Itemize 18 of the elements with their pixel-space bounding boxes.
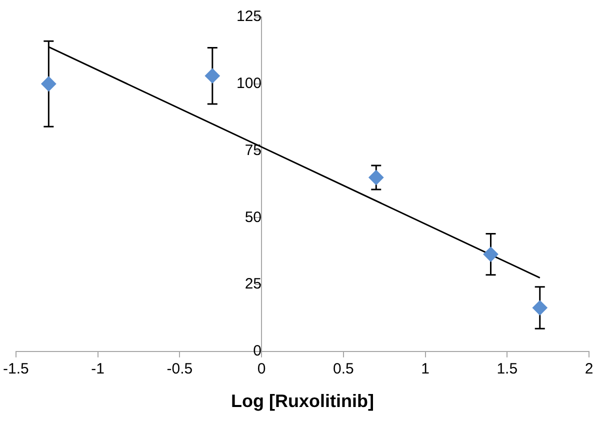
x-tick-label: 0.5	[332, 360, 354, 378]
x-tick-label: -0.5	[166, 360, 193, 378]
x-tick-label: 1.5	[496, 360, 518, 378]
x-tick-label: 1	[421, 360, 430, 378]
x-tick-label: 2	[584, 360, 594, 378]
point	[368, 170, 384, 186]
x-axis-title: Log [Ruxolitinib]	[230, 391, 374, 412]
point	[483, 246, 498, 262]
y-tick-label: 25	[244, 276, 262, 293]
y-tick-label: 50	[244, 208, 262, 226]
y-tick-label: 0	[253, 342, 262, 360]
point	[532, 300, 548, 316]
x-tick-label: -1.5	[2, 360, 29, 378]
x-tick-label: -1	[91, 360, 104, 378]
y-tick-label: 125	[236, 8, 262, 26]
point	[41, 76, 56, 92]
y-tick-label: 100	[236, 75, 262, 92]
point	[204, 68, 220, 84]
